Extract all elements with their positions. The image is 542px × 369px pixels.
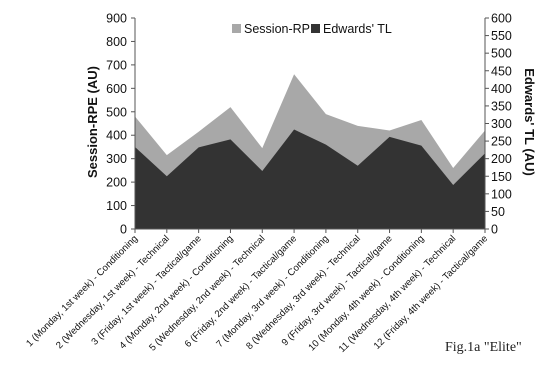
- right-tick-label: 550: [491, 29, 512, 43]
- legend-label-edwards-tl: Edwards' TL: [323, 22, 392, 36]
- left-tick-label: 700: [106, 58, 127, 72]
- right-tick-label: 350: [491, 99, 512, 113]
- series-area-edwards-tl: [135, 129, 485, 229]
- category-label: 1 (Monday, 1st week) - Conditioning: [24, 233, 140, 349]
- left-tick-label: 300: [106, 152, 127, 166]
- legend-swatch-session-rpe: [232, 24, 241, 33]
- right-tick-label: 0: [491, 223, 498, 237]
- right-tick-label: 400: [491, 82, 512, 96]
- category-label: 12 (Friday, 4th week) - Tactical/game: [372, 233, 490, 351]
- right-tick-label: 300: [491, 117, 512, 131]
- category-label: 11 (Wednesday, 4th week) - Technical: [337, 233, 459, 355]
- right-tick-label: 450: [491, 64, 512, 78]
- left-tick-label: 400: [106, 129, 127, 143]
- left-tick-label: 100: [106, 199, 127, 213]
- chart-legend: Session-RPE Edwards' TL: [232, 22, 392, 36]
- left-axis-title: Session-RPE (AU): [85, 66, 100, 178]
- right-axis-title: Edwards' TL (AU): [522, 68, 537, 176]
- series-areas: [135, 74, 485, 230]
- left-axis-ticks: 0 100 200 300 400 500 600 700 800 900: [106, 12, 135, 237]
- left-tick-label: 200: [106, 176, 127, 190]
- figure-caption: Fig.1a "Elite": [445, 340, 522, 355]
- category-label: 4 (Monday, 2nd week) - Conditioning: [117, 233, 235, 351]
- category-label: 5 (Wednesday, 2nd week) - Technical: [147, 233, 267, 353]
- legend-label-session-rpe: Session-RPE: [244, 22, 318, 36]
- right-tick-label: 600: [491, 12, 512, 26]
- category-label: 10 (Monday, 4th week) - Conditioning: [306, 233, 426, 353]
- right-axis-ticks: 0 50 100 150 200 250 300 350 400 450 500 550 600: [485, 12, 512, 237]
- right-tick-label: 500: [491, 47, 512, 61]
- right-tick-label: 150: [491, 170, 512, 184]
- right-tick-label: 100: [491, 187, 512, 201]
- left-tick-label: 600: [106, 82, 127, 96]
- left-tick-label: 0: [120, 223, 127, 237]
- right-tick-label: 200: [491, 152, 512, 166]
- left-tick-label: 500: [106, 105, 127, 119]
- category-label: 8 (Wednesday, 3rd week) - Technical: [244, 233, 363, 352]
- right-tick-label: 50: [491, 205, 505, 219]
- right-tick-label: 250: [491, 135, 512, 149]
- category-label: 2 (Wednesday, 1st week) - Technical: [54, 233, 172, 351]
- legend-swatch-edwards-tl: [311, 24, 320, 33]
- left-tick-label: 800: [106, 35, 127, 49]
- left-tick-label: 900: [106, 12, 127, 26]
